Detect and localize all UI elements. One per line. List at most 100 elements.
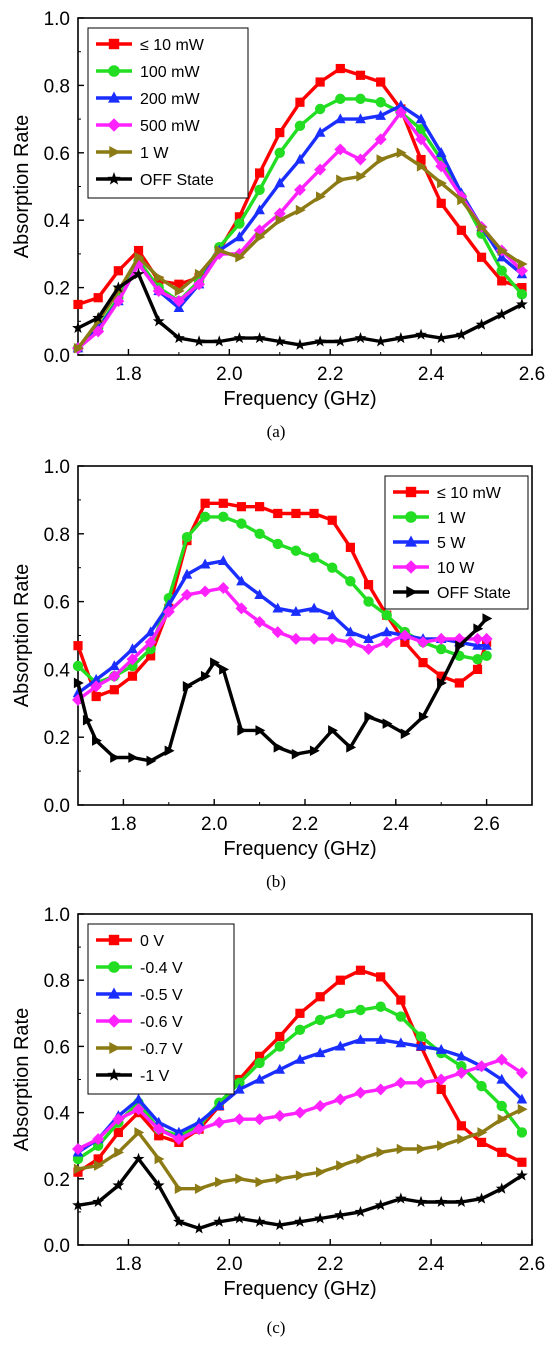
data-point-a-1-15 [375, 97, 386, 108]
y-tick-label-b-5: 1.0 [44, 457, 70, 478]
data-point-c-3-10 [273, 1109, 286, 1122]
data-point-b-4-0 [73, 677, 84, 689]
data-point-b-1-7 [199, 511, 211, 523]
data-point-c-3-19 [455, 1066, 468, 1079]
data-point-a-3-13 [334, 143, 347, 156]
data-point-b-1-6 [181, 531, 193, 543]
data-point-b-2-2 [109, 660, 120, 671]
data-point-c-0-19 [456, 1121, 466, 1131]
legend-marker-b-4 [406, 586, 418, 598]
data-point-b-1-23 [481, 650, 492, 662]
data-point-b-4-9 [210, 657, 220, 668]
data-point-a-1-12 [314, 103, 326, 115]
data-point-b-2-16 [363, 633, 374, 644]
legend-marker-a-4 [109, 146, 121, 158]
legend-marker-b-3 [404, 560, 418, 574]
data-point-c-3-8 [233, 1113, 246, 1126]
data-point-c-5-3 [132, 1152, 145, 1164]
legend-marker-b-1 [405, 511, 417, 523]
data-point-c-1-9 [254, 1057, 265, 1069]
data-point-a-5-7 [213, 335, 226, 347]
data-point-b-0-14 [327, 515, 337, 525]
data-point-b-4-7 [182, 681, 193, 692]
data-point-b-3-18 [398, 629, 411, 642]
legend-marker-c-3 [107, 1014, 121, 1028]
data-point-a-0-20 [476, 252, 487, 262]
data-point-c-3-15 [374, 1083, 387, 1096]
legend-marker-a-3 [107, 118, 121, 132]
data-point-c-0-16 [396, 995, 406, 1005]
data-point-c-5-16 [394, 1192, 407, 1204]
legend-marker-b-2 [405, 535, 417, 547]
data-point-c-3-6 [193, 1123, 206, 1136]
data-point-a-3-4 [152, 284, 165, 297]
data-point-b-4-10 [219, 664, 230, 675]
data-point-c-0-20 [476, 1137, 487, 1147]
caption-a: (a) [266, 422, 286, 441]
data-point-c-1-17 [415, 1031, 427, 1042]
data-point-b-1-11 [272, 538, 283, 550]
data-point-b-3-13 [308, 632, 321, 645]
y-tick-label-b-4: 0.8 [44, 525, 70, 546]
data-point-b-0-0 [73, 641, 83, 651]
data-point-c-3-17 [415, 1076, 428, 1089]
data-point-a-0-8 [234, 212, 245, 222]
data-point-c-5-9 [253, 1215, 266, 1227]
data-point-a-4-15 [376, 154, 387, 165]
data-point-c-3-3 [132, 1103, 145, 1116]
data-point-c-4-20 [477, 1127, 488, 1138]
x-tick-label-c-4: 2.6 [519, 1254, 545, 1275]
data-point-c-5-10 [273, 1218, 286, 1231]
legend-label-a-4: 1 W [140, 145, 169, 162]
data-point-c-5-21 [495, 1182, 508, 1194]
data-point-c-2-10 [274, 1063, 286, 1074]
data-point-a-2-16 [395, 99, 407, 110]
legend-marker-c-4 [109, 1042, 121, 1054]
legend-box-c [87, 923, 235, 1095]
data-point-c-5-8 [233, 1212, 246, 1224]
data-point-a-0-5 [174, 279, 184, 289]
data-point-b-2-3 [127, 643, 138, 654]
x-tick-label-c-2: 2.2 [317, 1254, 343, 1275]
data-point-a-4-18 [437, 177, 447, 189]
series-c-2 [72, 1034, 528, 1157]
data-point-c-5-2 [112, 1179, 125, 1191]
data-point-a-3-14 [354, 153, 367, 166]
data-point-b-3-16 [362, 643, 375, 656]
data-point-b-3-8 [217, 582, 230, 595]
data-point-b-1-0 [72, 660, 84, 672]
data-point-c-0-1 [93, 1154, 103, 1164]
data-point-b-4-4 [128, 752, 139, 763]
data-point-a-3-3 [132, 258, 145, 270]
data-point-c-3-12 [314, 1100, 327, 1112]
data-point-c-3-22 [515, 1066, 528, 1079]
y-tick-label-c-4: 0.8 [44, 971, 70, 992]
data-point-b-0-15 [345, 542, 355, 552]
data-point-b-0-2 [109, 685, 119, 695]
data-point-c-5-6 [193, 1222, 205, 1234]
data-point-c-4-2 [114, 1147, 125, 1158]
data-point-c-2-14 [355, 1034, 366, 1044]
data-point-a-0-13 [335, 63, 345, 74]
data-point-a-5-16 [394, 331, 407, 344]
data-point-c-0-13 [335, 975, 345, 985]
data-point-a-2-17 [415, 113, 427, 124]
data-point-b-2-9 [236, 575, 247, 586]
data-point-b-1-13 [308, 552, 320, 563]
data-point-a-1-10 [274, 147, 285, 158]
legend-marker-a-2 [108, 91, 120, 103]
data-point-c-2-22 [516, 1093, 528, 1104]
data-point-a-4-11 [295, 204, 306, 216]
data-point-c-3-1 [92, 1133, 105, 1146]
data-point-a-4-19 [457, 194, 468, 206]
data-point-b-4-12 [255, 725, 266, 736]
legend-marker-a-0 [108, 38, 120, 50]
data-point-c-4-4 [154, 1153, 165, 1165]
caption-b: (b) [266, 872, 286, 891]
data-point-c-4-11 [295, 1170, 306, 1181]
legend-label-a-2: 200 mW [140, 91, 200, 108]
data-point-b-4-22 [437, 677, 447, 689]
data-point-c-3-0 [72, 1143, 84, 1155]
data-point-c-4-14 [356, 1153, 367, 1165]
y-tick-label-c-2: 0.4 [44, 1104, 71, 1125]
